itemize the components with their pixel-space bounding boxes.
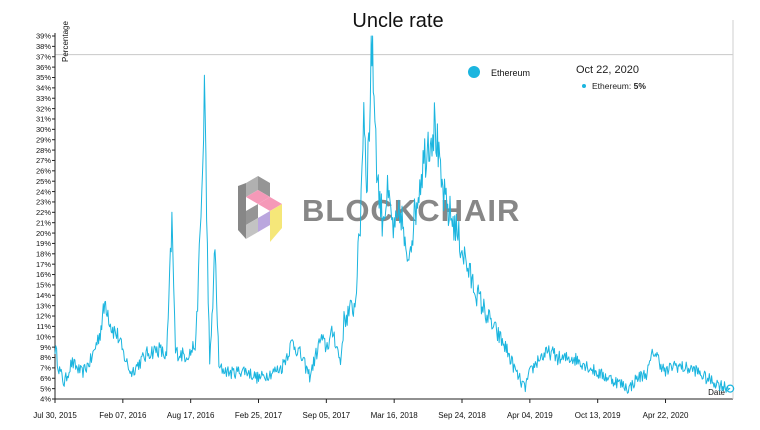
- y-tick-label: 4%: [40, 395, 51, 404]
- x-tick-label: Feb 07, 2016: [99, 411, 147, 420]
- y-tick-label: 23%: [36, 198, 51, 207]
- x-tick-label: Oct 13, 2019: [575, 411, 621, 420]
- tooltip-series-row: Ethereum: 5%: [592, 81, 646, 91]
- y-tick-label: 13%: [36, 301, 51, 310]
- tooltip-sep: :: [629, 81, 634, 91]
- y-tick-label: 15%: [36, 281, 51, 290]
- x-tick-label: Sep 05, 2017: [303, 411, 351, 420]
- tooltip-value: 5%: [634, 81, 647, 91]
- chart-title: Uncle rate: [352, 10, 443, 32]
- x-axis-title: Date: [708, 388, 725, 397]
- x-tick-label: Apr 04, 2019: [507, 411, 553, 420]
- y-tick-label: 32%: [36, 104, 51, 113]
- y-tick-label: 9%: [40, 343, 51, 352]
- y-tick-label: 17%: [36, 260, 51, 269]
- y-tick-label: 12%: [36, 312, 51, 321]
- y-tick-label: 27%: [36, 156, 51, 165]
- y-tick-label: 16%: [36, 270, 51, 279]
- y-tick-label: 11%: [37, 322, 52, 331]
- y-tick-label: 5%: [40, 384, 51, 393]
- y-tick-label: 34%: [36, 84, 51, 93]
- tooltip-series-marker: [582, 84, 586, 88]
- y-tick-label: 10%: [36, 332, 51, 341]
- y-tick-label: 36%: [36, 63, 51, 72]
- y-tick-label: 39%: [36, 32, 51, 41]
- x-tick-label: Feb 25, 2017: [235, 411, 283, 420]
- y-tick-label: 35%: [36, 73, 51, 82]
- y-tick-label: 31%: [36, 115, 51, 124]
- blockchair-watermark: BLOCKCHAIR: [238, 176, 520, 242]
- blockchair-logo-icon: [238, 176, 282, 242]
- y-tick-label: 21%: [36, 218, 51, 227]
- watermark-text: BLOCKCHAIR: [302, 193, 520, 228]
- y-tick-label: 19%: [36, 239, 51, 248]
- x-tick-group: Jul 30, 2015 Feb 07, 2016 Aug 17, 2016 Feb …: [33, 399, 689, 420]
- legend-marker-ethereum: [468, 66, 480, 78]
- x-tick-label: Mar 16, 2018: [371, 411, 419, 420]
- y-tick-label: 37%: [36, 52, 51, 61]
- y-tick-label: 14%: [36, 291, 51, 300]
- y-tick-label: 22%: [36, 208, 51, 217]
- x-tick-label: Aug 17, 2016: [167, 411, 215, 420]
- series-group: [54, 35, 731, 394]
- y-tick-label: 30%: [36, 125, 51, 134]
- y-tick-label: 33%: [36, 94, 51, 103]
- y-tick-label: 38%: [36, 42, 51, 51]
- y-tick-label: 26%: [36, 167, 51, 176]
- y-tick-label: 18%: [36, 250, 51, 259]
- y-axis-title: Percentage: [61, 21, 70, 62]
- legend-label-ethereum[interactable]: Ethereum: [491, 68, 530, 78]
- hover-point: [726, 384, 735, 393]
- y-tick-group: 4% 5%6%7% 8%9% 10%11%12% 13%14%15% 16%17%18% 1…: [36, 32, 55, 404]
- series-line-ethereum: [54, 35, 731, 394]
- tooltip-series-name: Ethereum: [592, 81, 629, 91]
- y-tick-label: 24%: [36, 187, 51, 196]
- x-tick-label: Apr 22, 2020: [643, 411, 689, 420]
- x-tick-label: Jul 30, 2015: [33, 411, 77, 420]
- y-tick-label: 6%: [40, 374, 51, 383]
- x-tick-label: Sep 24, 2018: [438, 411, 486, 420]
- y-tick-label: 7%: [40, 364, 51, 373]
- tooltip-date: Oct 22, 2020: [576, 64, 639, 76]
- y-tick-label: 25%: [36, 177, 51, 186]
- y-tick-label: 29%: [36, 135, 51, 144]
- y-tick-label: 8%: [40, 353, 51, 362]
- y-tick-label: 20%: [36, 229, 51, 238]
- legend[interactable]: Ethereum: [468, 66, 530, 78]
- hover-tooltip: Oct 22, 2020 Ethereum: 5%: [576, 64, 646, 91]
- y-tick-label: 28%: [36, 146, 51, 155]
